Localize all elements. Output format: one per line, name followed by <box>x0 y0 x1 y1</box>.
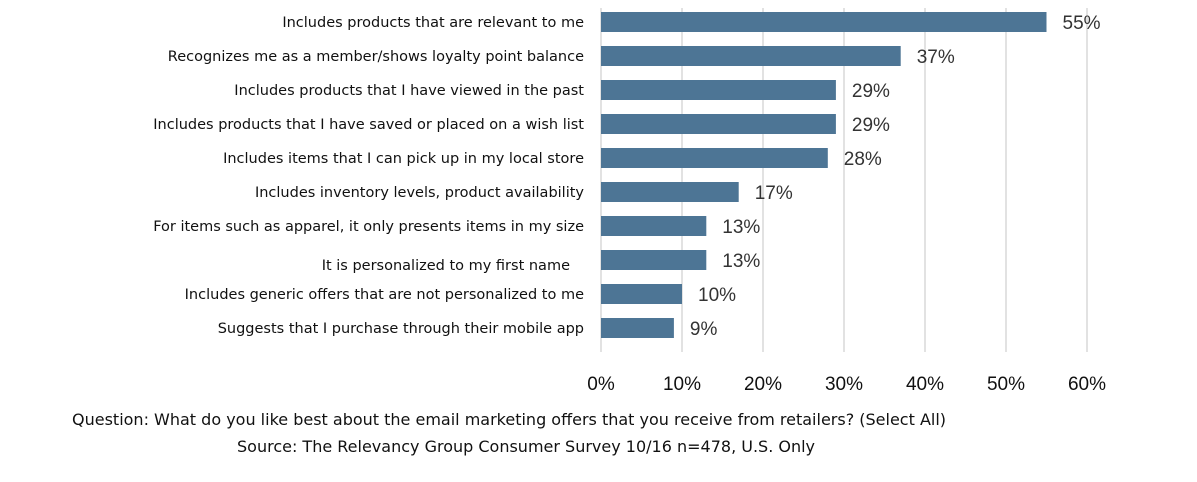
value-label-8: 13% <box>722 251 760 272</box>
category-label-3: Includes products that I have viewed in … <box>234 83 584 99</box>
question-note: Question: What do you like best about th… <box>72 410 947 429</box>
value-label-2: 37% <box>917 47 955 68</box>
category-label-1: Includes products that are relevant to m… <box>282 15 584 31</box>
x-tick-label-0: 0% <box>587 374 615 395</box>
value-label-4: 29% <box>852 115 890 136</box>
category-label-7: For items such as apparel, it only prese… <box>153 219 584 235</box>
value-label-6: 17% <box>755 183 793 204</box>
x-tick-label-30: 30% <box>825 374 863 395</box>
value-label-3: 29% <box>852 81 890 102</box>
x-tick-label-50: 50% <box>987 374 1025 395</box>
bar-1 <box>601 12 1047 32</box>
category-label-2: Recognizes me as a member/shows loyalty … <box>168 49 584 65</box>
value-label-7: 13% <box>722 217 760 238</box>
category-label-6: Includes inventory levels, product avail… <box>255 185 584 201</box>
bar-8 <box>601 250 707 270</box>
category-label-10: Suggests that I purchase through their m… <box>218 321 584 337</box>
category-label-9: Includes generic offers that are not per… <box>185 287 584 303</box>
source-note: Source: The Relevancy Group Consumer Sur… <box>237 437 816 456</box>
x-tick-label-60: 60% <box>1068 374 1106 395</box>
bars <box>601 12 1047 338</box>
bar-7 <box>601 216 707 236</box>
category-label-4: Includes products that I have saved or p… <box>153 117 584 133</box>
x-tick-label-40: 40% <box>906 374 944 395</box>
value-labels: 55% 37% 29% 29% 28% 17% 13% 13% 10% 9% <box>690 13 1101 340</box>
x-tick-label-10: 10% <box>663 374 701 395</box>
value-label-5: 28% <box>844 149 882 170</box>
bar-6 <box>601 182 739 202</box>
category-labels: Includes products that are relevant to m… <box>153 15 584 337</box>
category-label-5: Includes items that I can pick up in my … <box>223 151 584 167</box>
x-tick-label-20: 20% <box>744 374 782 395</box>
x-axis-tick-labels: 0% 10% 20% 30% 40% 50% 60% <box>587 374 1106 395</box>
bar-2 <box>601 46 901 66</box>
bar-5 <box>601 148 828 168</box>
value-label-10: 9% <box>690 319 718 340</box>
bar-4 <box>601 114 836 134</box>
bar-10 <box>601 318 674 338</box>
value-label-9: 10% <box>698 285 736 306</box>
category-label-8: It is personalized to my first name <box>322 258 570 274</box>
bar-3 <box>601 80 836 100</box>
value-label-1: 55% <box>1063 13 1101 34</box>
bar-9 <box>601 284 682 304</box>
